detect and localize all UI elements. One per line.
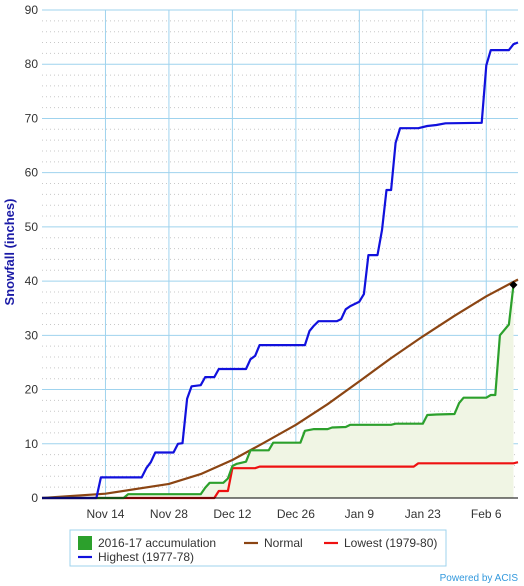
series-line-2 bbox=[41, 278, 519, 500]
y-tick-label-20: 20 bbox=[25, 383, 39, 397]
x-tick-label-2: Dec 12 bbox=[213, 507, 251, 521]
x-tick-label-3: Dec 26 bbox=[277, 507, 315, 521]
latest-value-marker bbox=[509, 280, 518, 289]
y-tick-label-70: 70 bbox=[25, 111, 39, 125]
y-tick-label-90: 90 bbox=[25, 3, 39, 17]
y-tick-label-80: 80 bbox=[25, 57, 39, 71]
series-layer bbox=[41, 41, 519, 500]
x-tick-label-4: Jan 9 bbox=[345, 507, 375, 521]
x-tick-label-6: Feb 6 bbox=[471, 507, 502, 521]
series-line-3 bbox=[42, 461, 519, 500]
legend-label-3: Lowest (1979-80) bbox=[344, 536, 437, 550]
legend-label-2: Normal bbox=[264, 536, 303, 550]
x-tick-label-1: Nov 28 bbox=[150, 507, 188, 521]
y-tick-label-50: 50 bbox=[25, 220, 39, 234]
axis-layer: 0 10 20 30 40 50 60 70 80 90 Nov 14 Nov 28 Dec 12 Dec… bbox=[25, 3, 518, 521]
series-line-0 bbox=[42, 284, 515, 500]
y-axis-label: Snowfall (inches) bbox=[2, 199, 17, 306]
x-tick-label-0: Nov 14 bbox=[86, 507, 124, 521]
y-tick-label-40: 40 bbox=[25, 274, 39, 288]
legend-label-0: 2016-17 accumulation bbox=[98, 536, 216, 550]
accumulation-area bbox=[42, 284, 514, 498]
legend: 2016-17 accumulation Normal Lowest (1979-8… bbox=[69, 529, 447, 567]
series-line-1 bbox=[42, 41, 519, 500]
y-tick-label-60: 60 bbox=[25, 166, 39, 180]
legend-box bbox=[69, 529, 447, 567]
legend-swatch-0 bbox=[78, 536, 92, 550]
acis-credit[interactable]: Powered by ACIS bbox=[440, 573, 519, 584]
y-tick-label-0: 0 bbox=[31, 491, 38, 505]
fill-layer bbox=[42, 284, 514, 498]
legend-label-1: Highest (1977-78) bbox=[98, 550, 194, 564]
y-tick-label-10: 10 bbox=[25, 437, 39, 451]
x-tick-label-5: Jan 23 bbox=[405, 507, 441, 521]
y-tick-label-30: 30 bbox=[25, 328, 39, 342]
